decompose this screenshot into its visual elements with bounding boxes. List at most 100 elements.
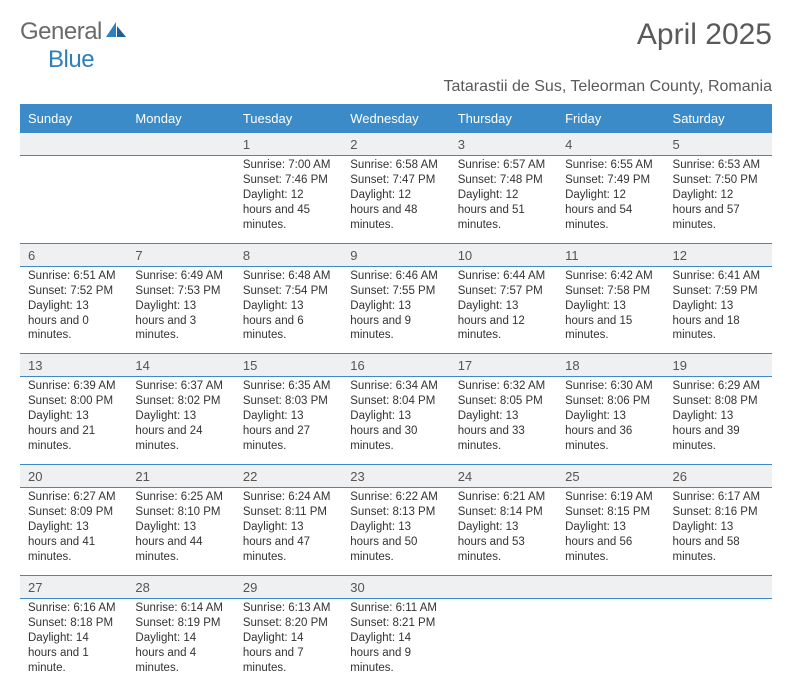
day-info: Sunrise: 6:21 AMSunset: 8:14 PMDaylight:… — [450, 488, 557, 575]
day-number: 16 — [342, 354, 449, 376]
day-number: 4 — [557, 133, 664, 155]
day-cell-body: Sunrise: 6:16 AMSunset: 8:18 PMDaylight:… — [20, 598, 127, 685]
day-info: Sunrise: 6:27 AMSunset: 8:09 PMDaylight:… — [20, 488, 127, 575]
brand-logo: General Blue — [20, 18, 127, 74]
day-info: Sunrise: 6:37 AMSunset: 8:02 PMDaylight:… — [127, 377, 234, 464]
day-cell-header: 20 — [20, 465, 127, 488]
day-number: 17 — [450, 354, 557, 376]
day-cell-body: Sunrise: 6:21 AMSunset: 8:14 PMDaylight:… — [450, 488, 557, 576]
day-cell-header: 18 — [557, 354, 664, 377]
day-cell-body: Sunrise: 6:22 AMSunset: 8:13 PMDaylight:… — [342, 488, 449, 576]
day-info: Sunrise: 6:57 AMSunset: 7:48 PMDaylight:… — [450, 156, 557, 243]
day-cell-body: Sunrise: 6:37 AMSunset: 8:02 PMDaylight:… — [127, 377, 234, 465]
day-cell-header: 21 — [127, 465, 234, 488]
day-cell-body: Sunrise: 6:14 AMSunset: 8:19 PMDaylight:… — [127, 598, 234, 685]
day-number: 25 — [557, 465, 664, 487]
day-cell-body: Sunrise: 6:57 AMSunset: 7:48 PMDaylight:… — [450, 156, 557, 244]
day-number: 2 — [342, 133, 449, 155]
day-cell-header: 2 — [342, 133, 449, 156]
calendar-table: SundayMondayTuesdayWednesdayThursdayFrid… — [20, 104, 772, 685]
day-info: Sunrise: 6:22 AMSunset: 8:13 PMDaylight:… — [342, 488, 449, 575]
day-number: 21 — [127, 465, 234, 487]
day-cell-header: 10 — [450, 243, 557, 266]
day-cell-body: Sunrise: 6:55 AMSunset: 7:49 PMDaylight:… — [557, 156, 664, 244]
day-cell-header: 12 — [665, 243, 772, 266]
weekday-header: Sunday — [20, 105, 127, 133]
day-number: 1 — [235, 133, 342, 155]
day-cell-body — [127, 156, 234, 244]
brand-word2: Blue — [48, 46, 94, 73]
day-cell-body: Sunrise: 6:39 AMSunset: 8:00 PMDaylight:… — [20, 377, 127, 465]
day-cell-header: 13 — [20, 354, 127, 377]
day-cell-header: 5 — [665, 133, 772, 156]
day-cell-header: 24 — [450, 465, 557, 488]
day-info: Sunrise: 7:00 AMSunset: 7:46 PMDaylight:… — [235, 156, 342, 243]
day-cell-header: 17 — [450, 354, 557, 377]
day-info: Sunrise: 6:32 AMSunset: 8:05 PMDaylight:… — [450, 377, 557, 464]
day-number: 18 — [557, 354, 664, 376]
day-number: 7 — [127, 244, 234, 266]
day-info: Sunrise: 6:25 AMSunset: 8:10 PMDaylight:… — [127, 488, 234, 575]
day-cell-header: 4 — [557, 133, 664, 156]
day-info: Sunrise: 6:46 AMSunset: 7:55 PMDaylight:… — [342, 267, 449, 354]
weekday-header: Saturday — [665, 105, 772, 133]
day-cell-body: Sunrise: 6:42 AMSunset: 7:58 PMDaylight:… — [557, 266, 664, 354]
day-number: 8 — [235, 244, 342, 266]
day-cell-header: 26 — [665, 465, 772, 488]
brand-word1: General — [20, 18, 102, 45]
day-cell-header — [20, 133, 127, 156]
day-cell-header: 28 — [127, 575, 234, 598]
day-cell-body: Sunrise: 6:19 AMSunset: 8:15 PMDaylight:… — [557, 488, 664, 576]
day-cell-header: 6 — [20, 243, 127, 266]
day-cell-body — [557, 598, 664, 685]
day-cell-header: 9 — [342, 243, 449, 266]
day-number: 27 — [20, 576, 127, 598]
day-info: Sunrise: 6:41 AMSunset: 7:59 PMDaylight:… — [665, 267, 772, 354]
day-cell-body: Sunrise: 6:25 AMSunset: 8:10 PMDaylight:… — [127, 488, 234, 576]
day-cell-header: 19 — [665, 354, 772, 377]
day-info: Sunrise: 6:42 AMSunset: 7:58 PMDaylight:… — [557, 267, 664, 354]
day-number: 13 — [20, 354, 127, 376]
day-info: Sunrise: 6:29 AMSunset: 8:08 PMDaylight:… — [665, 377, 772, 464]
day-cell-header: 14 — [127, 354, 234, 377]
day-cell-header: 16 — [342, 354, 449, 377]
day-info: Sunrise: 6:48 AMSunset: 7:54 PMDaylight:… — [235, 267, 342, 354]
day-cell-body: Sunrise: 6:48 AMSunset: 7:54 PMDaylight:… — [235, 266, 342, 354]
day-cell-body: Sunrise: 6:11 AMSunset: 8:21 PMDaylight:… — [342, 598, 449, 685]
day-number: 15 — [235, 354, 342, 376]
weekday-header: Tuesday — [235, 105, 342, 133]
day-cell-body: Sunrise: 6:44 AMSunset: 7:57 PMDaylight:… — [450, 266, 557, 354]
day-cell-header: 29 — [235, 575, 342, 598]
day-number: 30 — [342, 576, 449, 598]
logo-sail-icon — [105, 18, 127, 46]
day-number: 22 — [235, 465, 342, 487]
day-cell-body: Sunrise: 6:30 AMSunset: 8:06 PMDaylight:… — [557, 377, 664, 465]
day-info: Sunrise: 6:39 AMSunset: 8:00 PMDaylight:… — [20, 377, 127, 464]
day-number: 23 — [342, 465, 449, 487]
day-cell-body: Sunrise: 6:34 AMSunset: 8:04 PMDaylight:… — [342, 377, 449, 465]
day-number: 9 — [342, 244, 449, 266]
day-number: 14 — [127, 354, 234, 376]
day-number: 6 — [20, 244, 127, 266]
weekday-header: Monday — [127, 105, 234, 133]
day-info: Sunrise: 6:17 AMSunset: 8:16 PMDaylight:… — [665, 488, 772, 575]
day-cell-body: Sunrise: 6:46 AMSunset: 7:55 PMDaylight:… — [342, 266, 449, 354]
day-cell-body: Sunrise: 6:49 AMSunset: 7:53 PMDaylight:… — [127, 266, 234, 354]
day-cell-body: Sunrise: 6:17 AMSunset: 8:16 PMDaylight:… — [665, 488, 772, 576]
day-number: 28 — [127, 576, 234, 598]
day-info: Sunrise: 6:55 AMSunset: 7:49 PMDaylight:… — [557, 156, 664, 243]
day-cell-header: 7 — [127, 243, 234, 266]
day-cell-body: Sunrise: 6:53 AMSunset: 7:50 PMDaylight:… — [665, 156, 772, 244]
day-cell-body: Sunrise: 6:13 AMSunset: 8:20 PMDaylight:… — [235, 598, 342, 685]
day-cell-header — [450, 575, 557, 598]
day-cell-header: 11 — [557, 243, 664, 266]
day-cell-body: Sunrise: 6:58 AMSunset: 7:47 PMDaylight:… — [342, 156, 449, 244]
day-info: Sunrise: 6:58 AMSunset: 7:47 PMDaylight:… — [342, 156, 449, 243]
day-info: Sunrise: 6:35 AMSunset: 8:03 PMDaylight:… — [235, 377, 342, 464]
weekday-header: Wednesday — [342, 105, 449, 133]
day-cell-body: Sunrise: 6:35 AMSunset: 8:03 PMDaylight:… — [235, 377, 342, 465]
day-number: 20 — [20, 465, 127, 487]
day-cell-header — [665, 575, 772, 598]
day-number: 26 — [665, 465, 772, 487]
day-cell-body: Sunrise: 6:24 AMSunset: 8:11 PMDaylight:… — [235, 488, 342, 576]
